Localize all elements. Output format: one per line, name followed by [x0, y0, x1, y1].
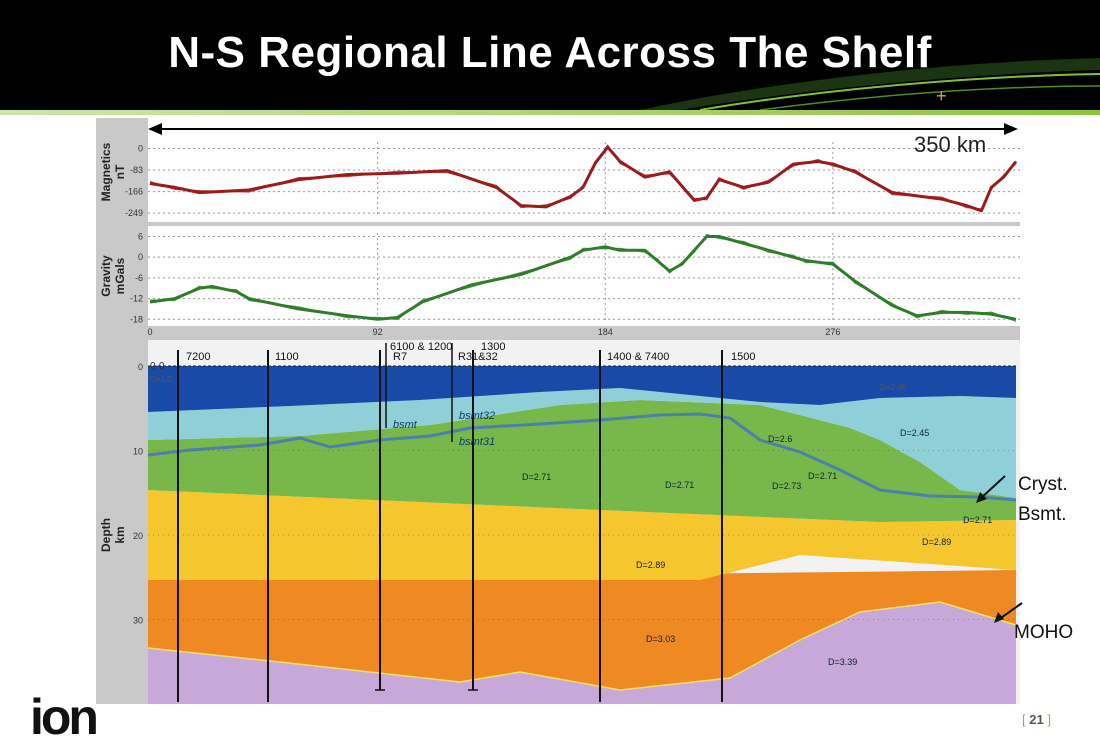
magnetics-y-tick-label: 0 [138, 143, 143, 153]
ion-logo: ion [30, 689, 99, 745]
magnetics-grid: 0 -83 -166 -249 [125, 142, 1020, 218]
svg-text:+: + [936, 86, 947, 106]
density-label-3-03: D=3.03 [646, 634, 675, 644]
layer-sediments [148, 388, 1016, 498]
gravity-axis-title-line1: Gravity [99, 255, 113, 297]
section-label-1300: 1300 [481, 341, 505, 353]
x-tick-label: 184 [598, 327, 613, 337]
layer-mantle [148, 602, 1016, 704]
gravity-axis-title-line2: mGals [113, 257, 127, 294]
depth-axis-title-line2: km [113, 526, 127, 543]
page-number: [ 21 ] [1022, 712, 1051, 727]
slide-title: N-S Regional Line Across The Shelf [168, 28, 932, 77]
gravity-plot-area [148, 226, 1020, 326]
well-lines [177, 343, 723, 702]
scale-arrow-left-head [148, 123, 162, 135]
scale-arrow-right-head [1004, 123, 1018, 135]
depth-y-tick-label: 30 [133, 616, 143, 626]
section-label-0-0: 0-0 [150, 361, 165, 372]
gravity-y-tick-label: 0 [138, 252, 143, 262]
magnetics-y-tick-label: -166 [125, 187, 143, 197]
basement-surface [147, 412, 1017, 502]
gravity-y-tick-label: -6 [135, 273, 143, 283]
gravity-y-tick-label: -12 [130, 294, 143, 304]
well-label-bsmt: bsmt [393, 419, 418, 431]
magnetics-observed-line [149, 144, 1017, 210]
cryst-label: Cryst. [1018, 474, 1068, 495]
depth-y-tick-label: 0 [138, 362, 143, 372]
section-label-6100-1200: 6100 & 1200 [390, 341, 452, 353]
density-label-2-73: D=2.73 [772, 481, 801, 491]
depth-y-tick-label: 10 [133, 447, 143, 457]
layer-middle-crust [148, 490, 1016, 580]
density-label-2-6: D=2.6 [768, 434, 792, 444]
density-label-3-39: D=3.39 [828, 657, 857, 667]
magnetics-y-tick-label: -249 [125, 208, 143, 218]
well-label-bsmt31: bsmt31 [459, 436, 495, 448]
section-label-1400-7400: 1400 & 7400 [607, 351, 669, 363]
gravity-grid: 6 0 -6 -12 -18 [130, 231, 1020, 324]
section-label-7200: 7200 [186, 351, 210, 363]
magnetics-y-tick-label: -83 [130, 165, 143, 175]
density-label-2-71-b: D=2.71 [665, 480, 694, 490]
cryst-bsmt-arrow [979, 475, 1006, 500]
magnetics-axis-title-line2: nT [113, 164, 127, 179]
x-tick-label: 0 [147, 327, 152, 337]
magnetics-axis-title-line1: Magnetics [99, 142, 113, 201]
density-label-2-71-a: D=2.71 [522, 472, 551, 482]
depth-grid: 0 10 20 30 [133, 362, 1016, 626]
header-swoosh-graphic: + [640, 58, 1100, 110]
density-label-2-89-a: D=2.89 [636, 560, 665, 570]
density-label-sediment-1: D=2.45 [880, 383, 907, 392]
header-green-rule [0, 110, 1100, 115]
section-label-1500: 1500 [731, 351, 755, 363]
moho-label: MOHO [1014, 622, 1074, 643]
density-label-2-71-c: D=2.71 [808, 471, 837, 481]
density-label-water: D=1.0 [150, 375, 172, 384]
bsmt-label: Bsmt. [1018, 504, 1067, 525]
gravity-y-tick-label: 6 [138, 231, 143, 241]
density-label-2-89-b: D=2.89 [922, 537, 951, 547]
scale-label: 350 km [914, 132, 986, 157]
depth-y-tick-label: 20 [133, 531, 143, 541]
gravity-y-tick-label: -18 [130, 314, 143, 324]
moho-arrow-head [994, 612, 1004, 623]
slide-header: + N-S Regional Line Across The Shelf [0, 0, 1100, 110]
density-label-2-71-d: D=2.71 [963, 515, 992, 525]
density-label-sediment-2: D=2.45 [900, 428, 929, 438]
well-label-bsmt32: bsmt32 [459, 410, 495, 422]
moho-surface [147, 601, 1017, 691]
depth-axis-title-line1: Depth [99, 518, 113, 552]
layer-lower-crust [148, 570, 1016, 690]
section-label-r7: R7 [393, 351, 407, 363]
layer-water [148, 366, 1016, 412]
x-tick-label: 276 [825, 327, 840, 337]
section-label-1100: 1100 [275, 351, 299, 363]
depth-layers [147, 366, 1017, 704]
gravity-observed-line [149, 233, 1017, 322]
cryst-bsmt-arrow-head [976, 492, 987, 503]
section-label-r31-32: R31&32 [458, 351, 498, 363]
x-tick-label: 92 [373, 327, 383, 337]
